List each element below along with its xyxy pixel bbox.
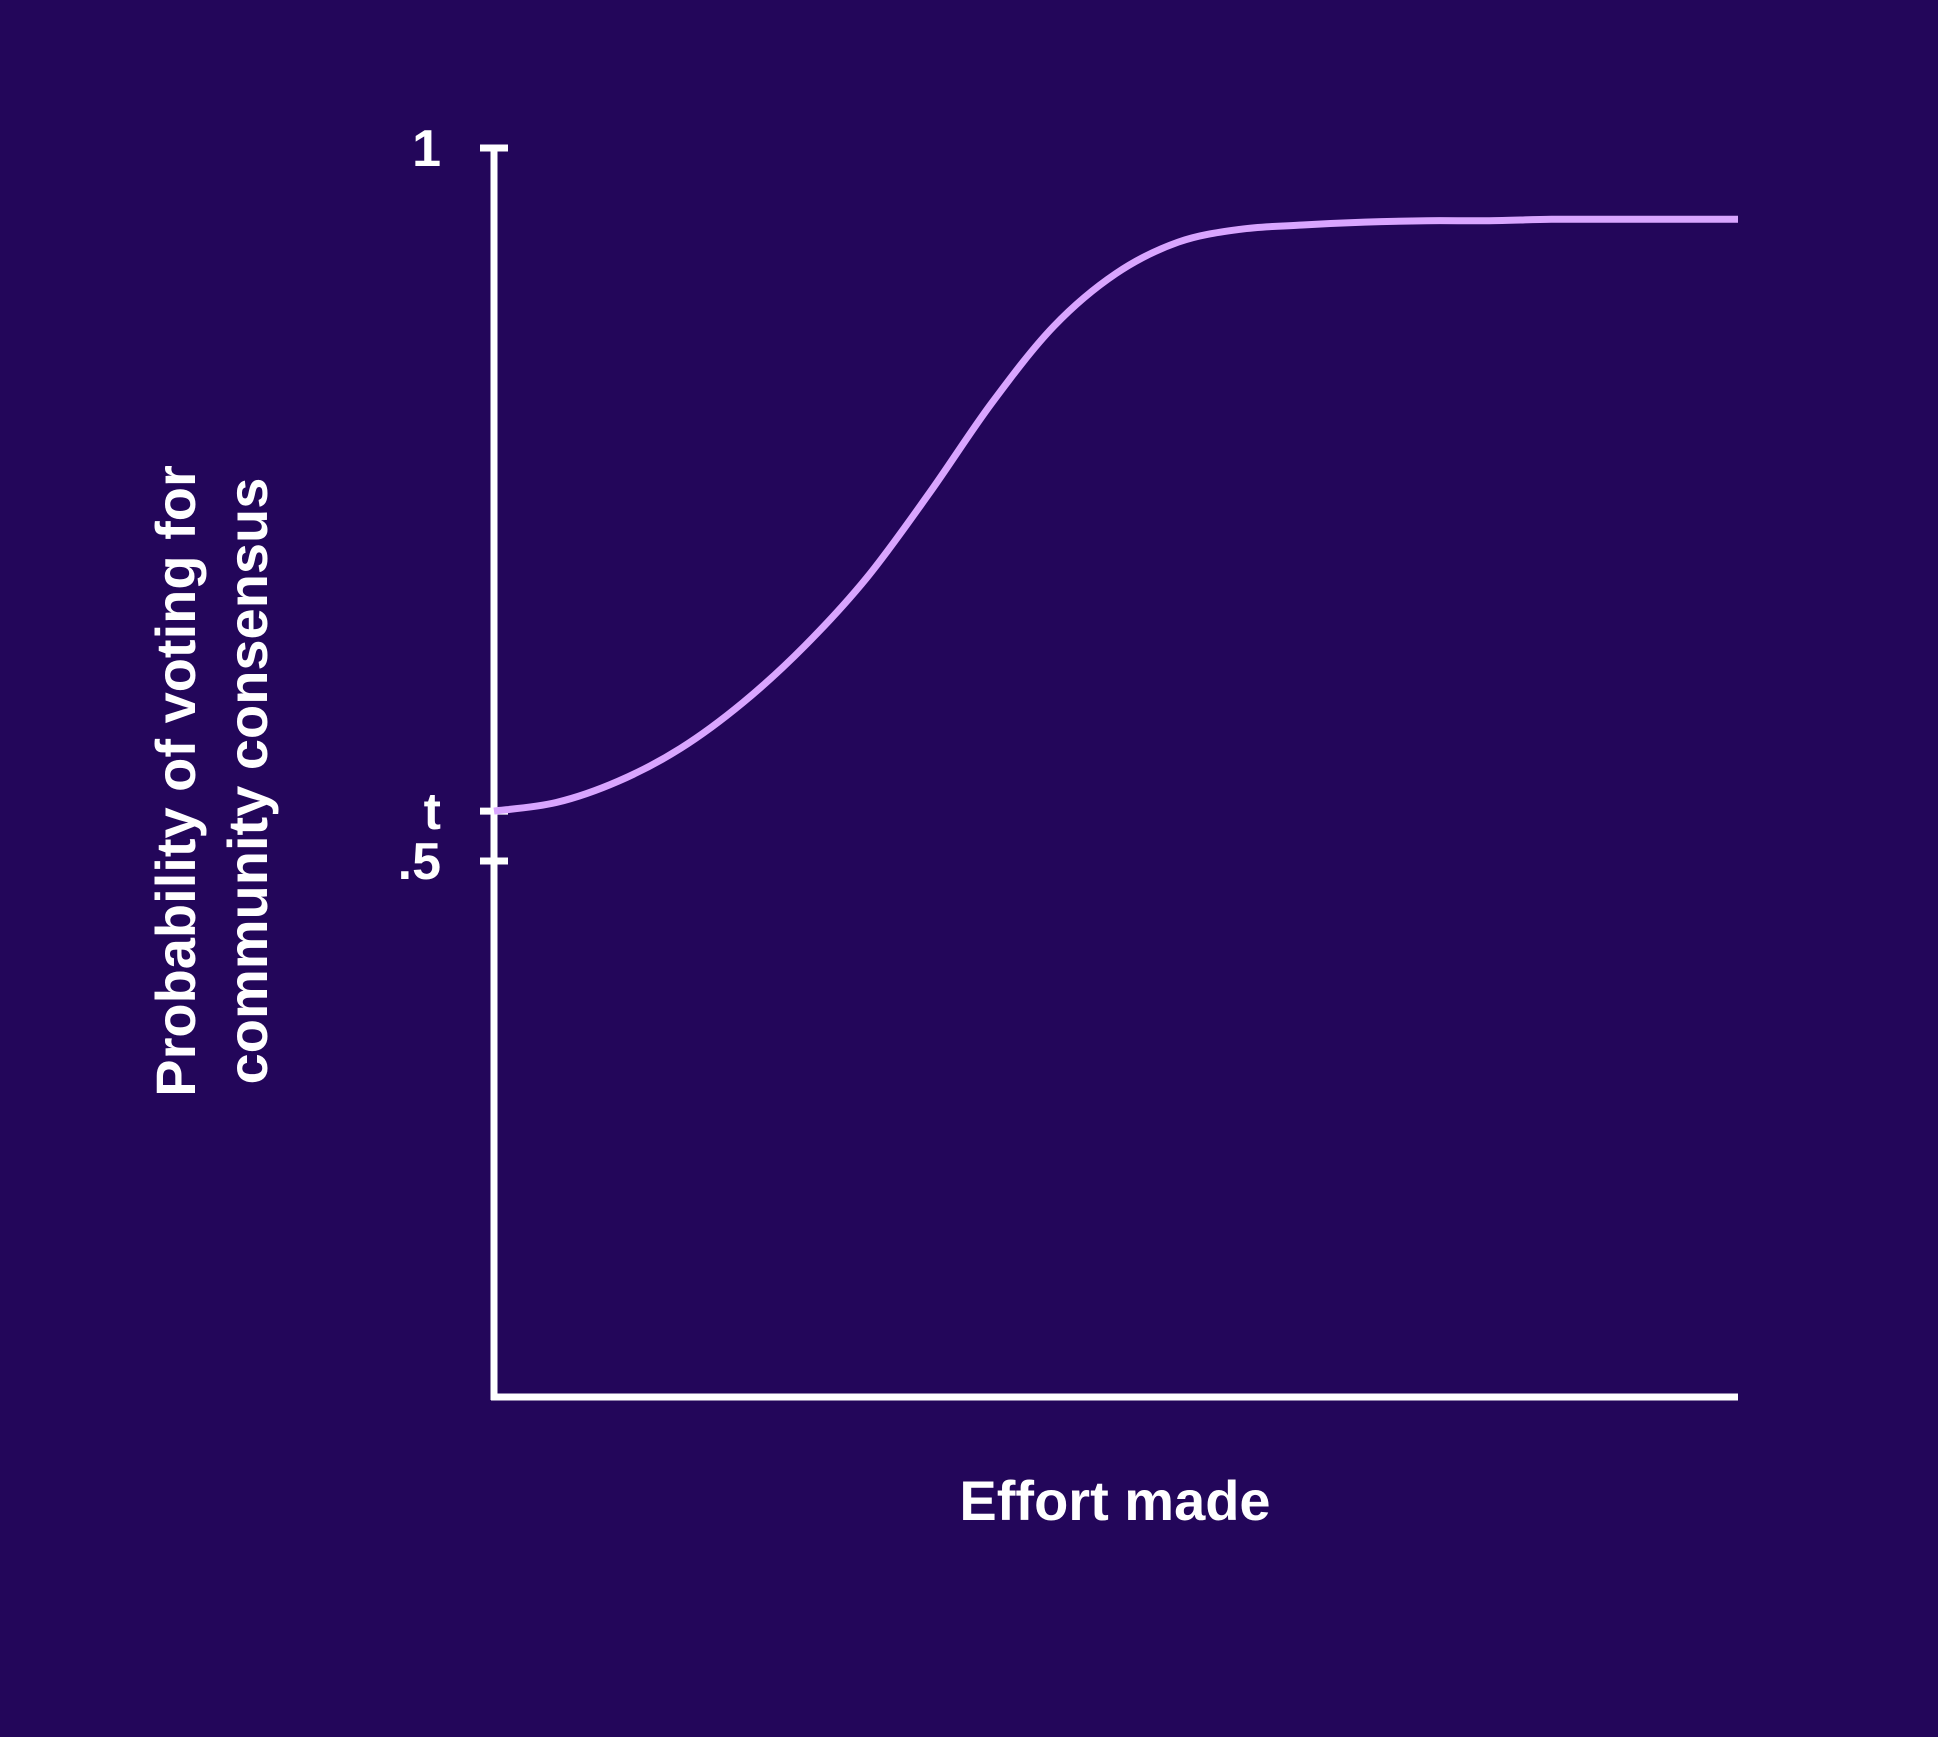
y-axis-label: Probability of voting for community cons… [144, 465, 279, 1097]
y-axis-label-line-2: community consensus [216, 478, 279, 1085]
y-ticks: 1 t.5 [398, 120, 508, 891]
series [493, 215, 1738, 815]
axes [490, 148, 1738, 1401]
y-tick-label: t [424, 783, 441, 841]
x-axis-label: Effort made [959, 1469, 1270, 1532]
y-tick-label: .5 [398, 833, 441, 891]
y-axis-label-line-1: Probability of voting for [144, 465, 207, 1097]
series-line [493, 215, 1738, 815]
y-tick-label: 1 [412, 120, 441, 178]
